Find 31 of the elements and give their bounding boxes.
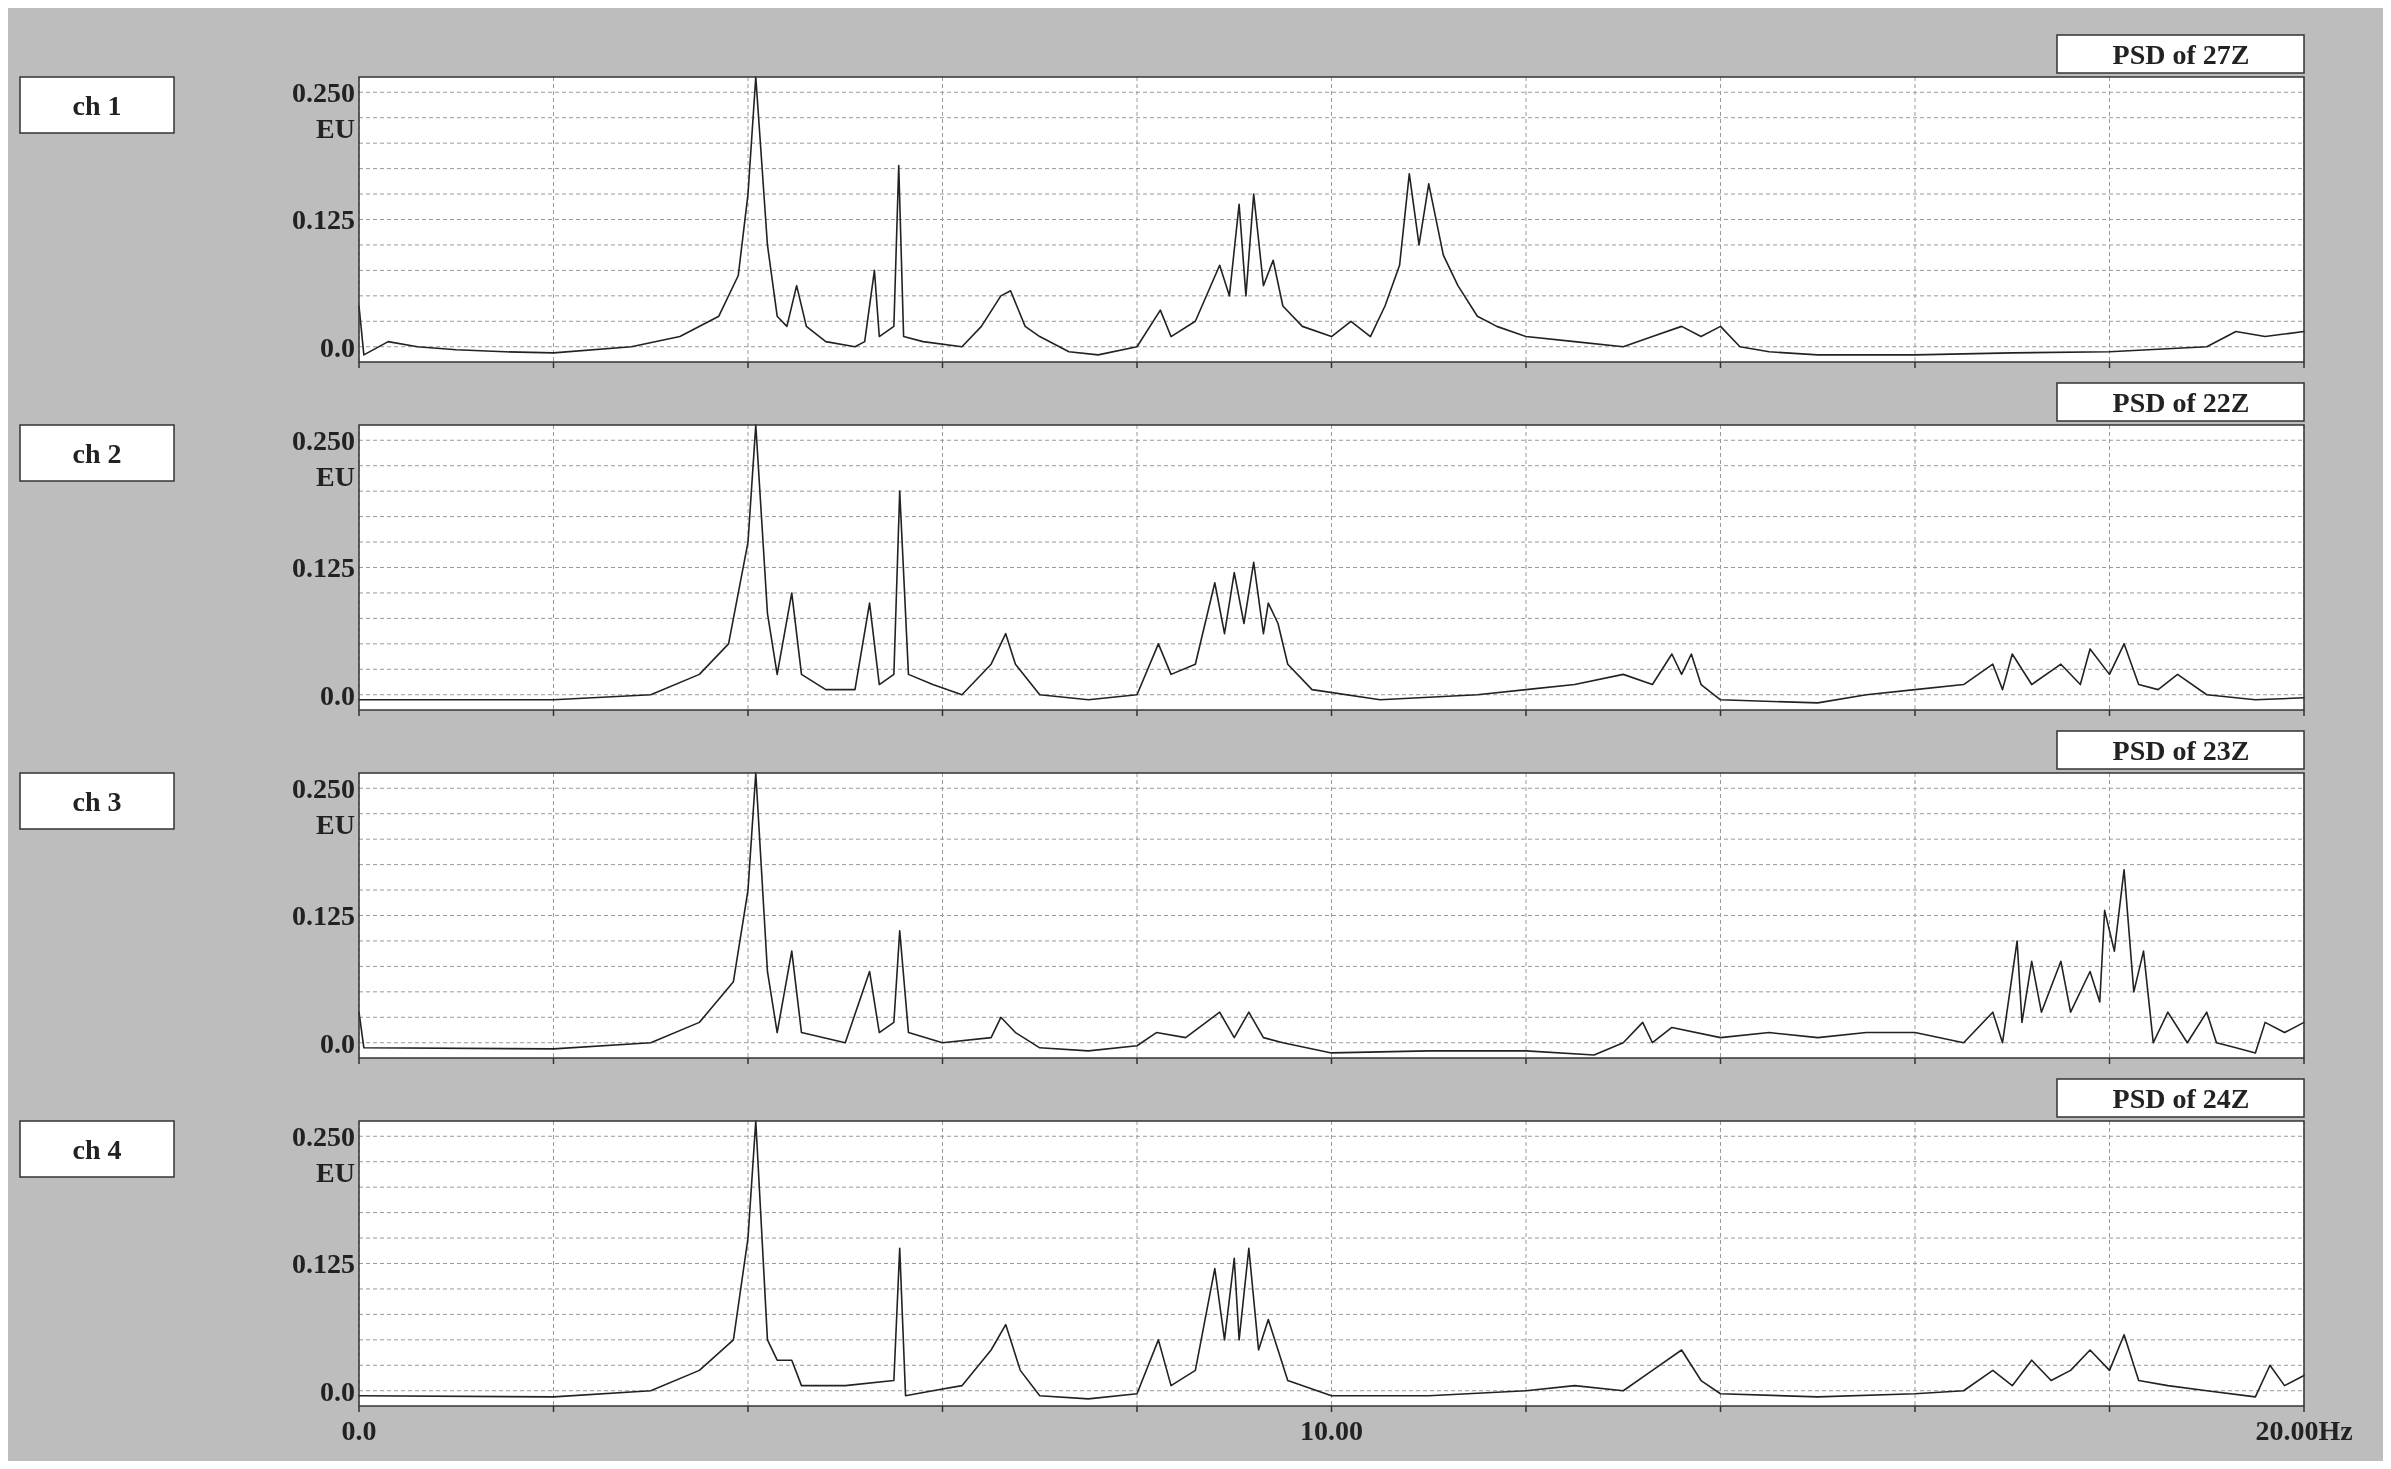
chart-title: PSD of 24Z	[2112, 1082, 2250, 1114]
y-tick-label: 0.0	[320, 1375, 355, 1407]
y-tick-label: 0.0	[320, 1027, 355, 1059]
text: ch 4	[72, 1133, 122, 1165]
y-tick-label: 0.250	[292, 1121, 355, 1153]
y-tick-label: 0.250	[292, 773, 355, 805]
y-tick-label: 0.250	[292, 77, 355, 109]
chart-title: PSD of 23Z	[2112, 734, 2250, 766]
y-tick-label: 0.125	[292, 1248, 355, 1280]
y-tick-label: 0.125	[292, 552, 355, 584]
y-axis-title: EU	[316, 809, 355, 841]
text: ch 3	[72, 785, 122, 817]
x-tick-label: 10.00	[1300, 1415, 1363, 1446]
line-series	[358, 772, 2305, 1056]
x-tick-label: 20.00Hz	[2255, 1415, 2353, 1446]
x-tick-label: 0.0	[341, 1415, 377, 1446]
y-axis-title: EU	[316, 113, 355, 145]
y-axis-title: EU	[316, 461, 355, 493]
line-series	[358, 1120, 2305, 1400]
line-series	[358, 424, 2305, 704]
text: ch 2	[72, 437, 122, 469]
text: ch 1	[72, 89, 122, 121]
y-tick-label: 0.125	[292, 204, 355, 236]
y-tick-label: 0.125	[292, 900, 355, 932]
y-tick-label: 0.250	[292, 425, 355, 457]
y-axis-title: EU	[316, 1157, 355, 1189]
chart-title: PSD of 27Z	[2112, 38, 2250, 70]
line-series	[358, 76, 2305, 356]
y-tick-label: 0.0	[320, 679, 355, 711]
y-tick-label: 0.0	[320, 331, 355, 363]
chart-title: PSD of 22Z	[2112, 386, 2250, 418]
